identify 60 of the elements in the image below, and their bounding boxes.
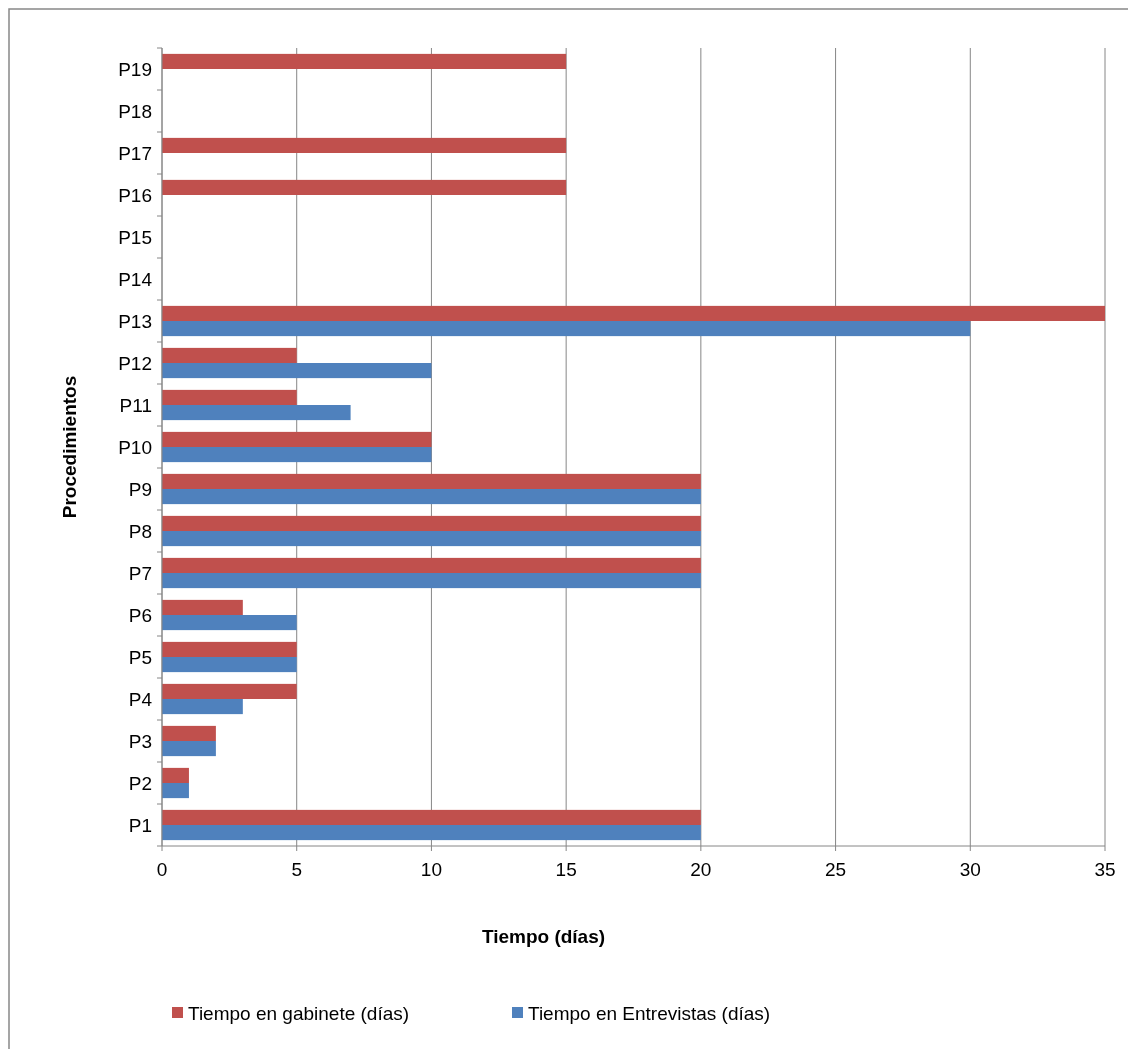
bar bbox=[162, 447, 432, 463]
y-tick-label: P8 bbox=[128, 520, 152, 542]
bar bbox=[162, 825, 701, 841]
bar bbox=[162, 53, 567, 69]
y-tick-label: P3 bbox=[128, 730, 152, 752]
y-tick-label: P10 bbox=[118, 436, 152, 458]
y-tick-label: P4 bbox=[128, 688, 153, 710]
x-tick-label: 35 bbox=[1094, 859, 1116, 880]
bar bbox=[162, 557, 701, 573]
y-tick-label: P11 bbox=[119, 394, 152, 416]
x-tick-label: 0 bbox=[156, 859, 168, 880]
bar bbox=[162, 783, 189, 799]
bar bbox=[162, 321, 971, 337]
bar bbox=[162, 741, 216, 757]
bar bbox=[162, 347, 297, 363]
legend-label: Tiempo en Entrevistas (días) bbox=[528, 1003, 771, 1024]
y-tick-label: P2 bbox=[128, 772, 152, 794]
y-tick-label: P19 bbox=[118, 58, 152, 80]
x-tick-label: 30 bbox=[959, 859, 981, 880]
bar bbox=[162, 657, 297, 673]
bar bbox=[162, 725, 216, 741]
bar bbox=[162, 389, 297, 405]
y-tick-label: P5 bbox=[128, 646, 152, 668]
y-tick-label: P7 bbox=[128, 562, 152, 584]
y-tick-label: P15 bbox=[118, 226, 152, 248]
y-tick-label: P1 bbox=[128, 814, 152, 836]
bar bbox=[162, 615, 297, 631]
y-tick-label: P18 bbox=[118, 100, 152, 122]
bar bbox=[162, 431, 432, 447]
bar bbox=[162, 515, 701, 531]
bar bbox=[162, 363, 432, 379]
bar bbox=[162, 305, 1105, 321]
bar bbox=[162, 699, 243, 715]
bar bbox=[162, 473, 701, 489]
bar bbox=[162, 489, 701, 505]
y-tick-label: P12 bbox=[118, 352, 152, 374]
legend-label: Tiempo en gabinete (días) bbox=[188, 1003, 410, 1024]
bar bbox=[162, 641, 297, 657]
bar bbox=[162, 531, 701, 547]
x-tick-label: 10 bbox=[420, 859, 442, 880]
y-tick-label: P9 bbox=[128, 478, 152, 500]
x-tick-label: 20 bbox=[690, 859, 712, 880]
y-tick-label: P17 bbox=[118, 142, 152, 164]
bar bbox=[162, 405, 351, 421]
y-tick-label: P16 bbox=[118, 184, 152, 206]
bar bbox=[162, 573, 701, 589]
bar bbox=[162, 809, 701, 825]
x-tick-label: 5 bbox=[291, 859, 302, 880]
bar bbox=[162, 767, 189, 783]
y-tick-label: P14 bbox=[118, 268, 153, 290]
x-tick-label: 15 bbox=[555, 859, 577, 880]
bar bbox=[162, 137, 567, 153]
x-tick-label: 25 bbox=[825, 859, 847, 880]
bar bbox=[162, 683, 297, 699]
x-axis-title: Tiempo (días) bbox=[481, 926, 606, 947]
bar bbox=[162, 179, 567, 195]
y-axis-title: Procedimientos bbox=[59, 375, 80, 519]
bar bbox=[162, 599, 243, 615]
y-tick-label: P6 bbox=[128, 604, 152, 626]
y-tick-label: P13 bbox=[118, 310, 152, 332]
